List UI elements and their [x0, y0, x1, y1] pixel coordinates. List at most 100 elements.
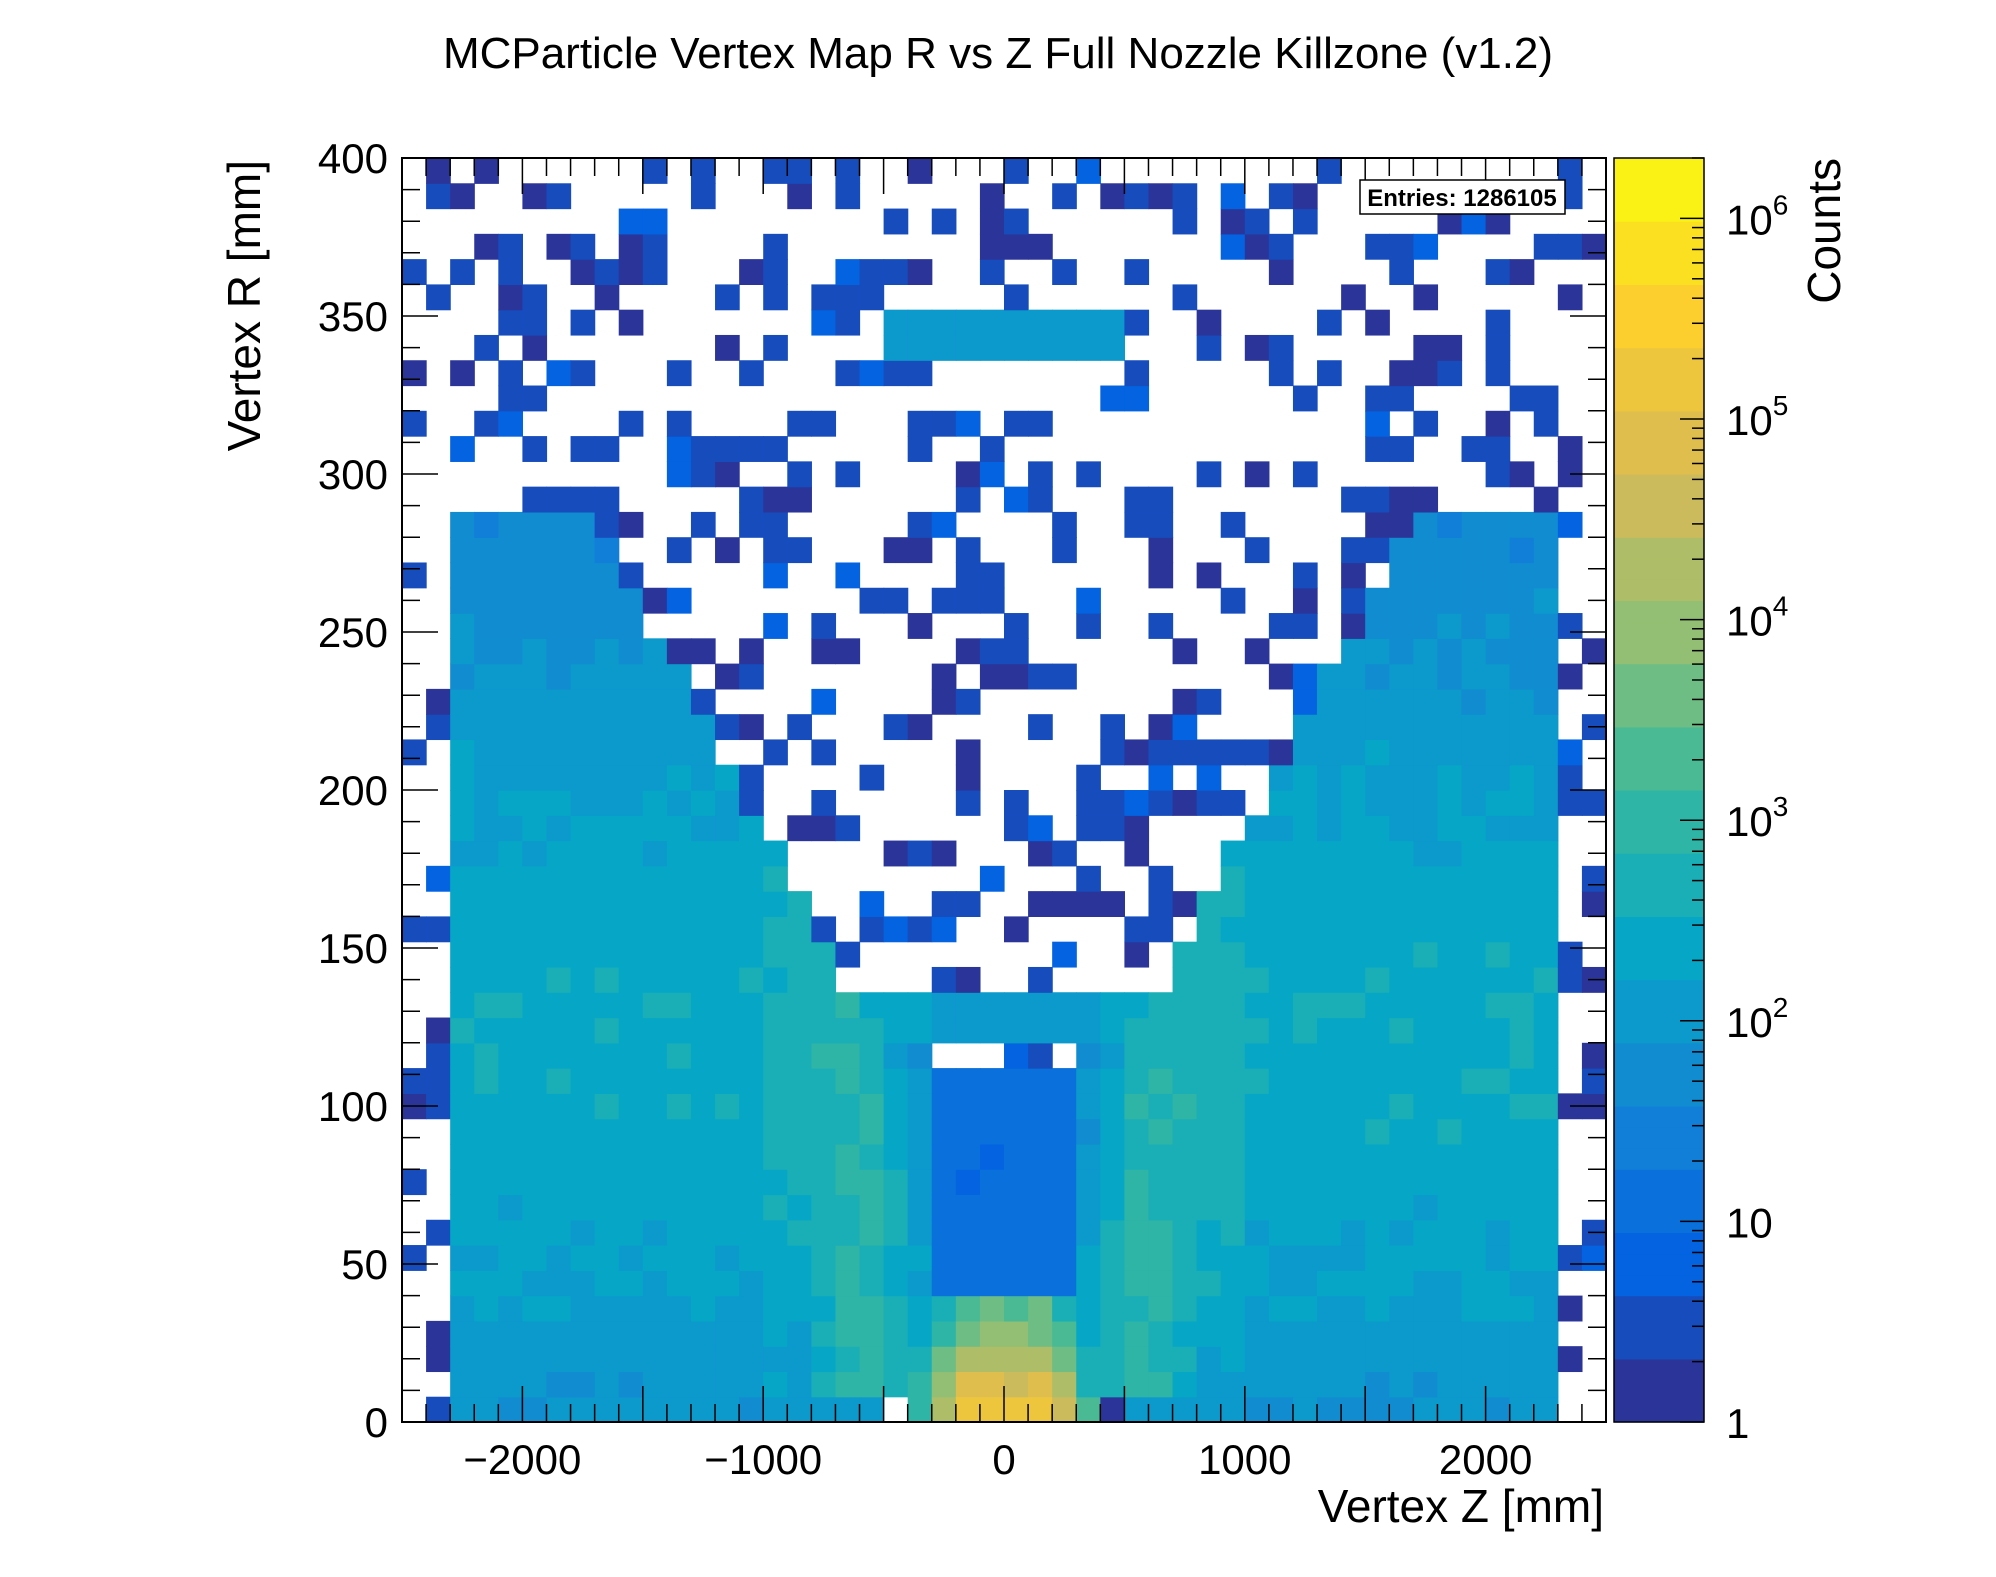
heatmap-bin — [498, 385, 523, 412]
heatmap-bin — [955, 1346, 981, 1373]
heatmap-bin — [546, 1371, 572, 1398]
heatmap-bin — [1461, 840, 1487, 867]
heatmap-bin — [1268, 1270, 1294, 1297]
heatmap-bin — [1317, 840, 1342, 867]
heatmap-bin — [1437, 941, 1463, 968]
heatmap-bin — [498, 511, 523, 538]
heatmap-bin — [1124, 1320, 1150, 1347]
heatmap-bin — [1413, 1169, 1439, 1196]
heatmap-bin — [1076, 790, 1101, 816]
heatmap-bin — [1292, 587, 1318, 614]
heatmap-bin — [763, 1042, 788, 1069]
heatmap-bin — [907, 1068, 933, 1094]
heatmap-bin — [1557, 1346, 1583, 1373]
heatmap-bin — [1148, 916, 1174, 943]
heatmap-bin — [1268, 966, 1294, 993]
heatmap-bin — [570, 638, 596, 665]
heatmap-bin — [522, 562, 548, 589]
heatmap-bin — [570, 1068, 596, 1094]
heatmap-bin — [931, 1093, 957, 1120]
heatmap-bin — [763, 1118, 788, 1145]
heatmap-bin — [1485, 1093, 1511, 1120]
heatmap-bin — [546, 840, 572, 867]
heatmap-bin — [763, 334, 788, 361]
heatmap-bin — [1244, 1396, 1270, 1423]
heatmap-bin — [1028, 461, 1053, 488]
heatmap-bin — [1148, 183, 1174, 210]
heatmap-bin — [1485, 1396, 1511, 1423]
heatmap-bin — [1509, 613, 1535, 639]
heatmap-bin — [1100, 891, 1125, 917]
heatmap-bin — [883, 1169, 909, 1196]
heatmap-bin — [1437, 537, 1463, 564]
heatmap-bin — [1124, 840, 1150, 867]
heatmap-bin — [450, 1169, 475, 1196]
heatmap-bin — [883, 1143, 909, 1170]
heatmap-bin — [955, 1270, 981, 1297]
heatmap-bin — [498, 790, 523, 816]
heatmap-bin — [955, 587, 981, 614]
heatmap-bin — [787, 1219, 812, 1246]
heatmap-bin — [642, 1169, 668, 1196]
heatmap-bin — [1220, 941, 1246, 968]
heatmap-bin — [498, 891, 523, 917]
heatmap-bin — [1292, 562, 1318, 589]
heatmap-bin — [546, 1270, 572, 1297]
heatmap-bin — [1317, 739, 1342, 766]
heatmap-bin — [546, 486, 572, 513]
heatmap-bin — [666, 1194, 692, 1221]
heatmap-bin — [1220, 1042, 1246, 1069]
heatmap-bin — [1413, 1396, 1439, 1423]
heatmap-bin — [1268, 1320, 1294, 1347]
heatmap-bin — [715, 941, 740, 968]
heatmap-bin — [594, 1093, 620, 1120]
heatmap-bin — [594, 966, 620, 993]
heatmap-bin — [715, 790, 740, 816]
heatmap-bin — [402, 1068, 427, 1094]
heatmap-bin — [450, 537, 475, 564]
heatmap-bin — [1196, 1219, 1222, 1246]
heatmap-bin — [546, 764, 572, 791]
heatmap-bin — [570, 916, 596, 943]
heatmap-bin — [642, 840, 668, 867]
heatmap-bin — [642, 764, 668, 791]
heatmap-bin — [618, 764, 644, 791]
heatmap-bin — [883, 1068, 909, 1094]
heatmap-bin — [498, 1093, 523, 1120]
heatmap-bin — [1341, 1068, 1366, 1094]
heatmap-bin — [1485, 941, 1511, 968]
heatmap-bin — [450, 436, 475, 462]
heatmap-bin — [859, 284, 885, 311]
heatmap-bin — [1100, 815, 1125, 842]
heatmap-bin — [1341, 764, 1366, 791]
heatmap-bin — [594, 688, 620, 715]
heatmap-bin — [618, 1219, 644, 1246]
heatmap-bin — [1172, 638, 1198, 665]
heatmap-bin — [474, 1320, 499, 1347]
heatmap-bin — [979, 1346, 1005, 1373]
heatmap-bin — [690, 688, 716, 715]
heatmap-bin — [1365, 1017, 1390, 1044]
heatmap-bin — [546, 1320, 572, 1347]
heatmap-bin — [1220, 208, 1246, 235]
heatmap-bin — [498, 537, 523, 564]
heatmap-bin — [1172, 1245, 1198, 1271]
heatmap-bin — [1533, 1245, 1559, 1271]
color-scale-band — [1614, 1316, 1704, 1339]
heatmap-bin — [1100, 1143, 1125, 1170]
heatmap-bin — [618, 941, 644, 968]
heatmap-bin — [474, 663, 499, 690]
heatmap-bin — [1413, 764, 1439, 791]
heatmap-bin — [498, 360, 523, 387]
heatmap-bin — [666, 916, 692, 943]
heatmap-bin — [546, 790, 572, 816]
heatmap-bin — [450, 1295, 475, 1322]
heatmap-bin — [1317, 790, 1342, 816]
heatmap-bin — [546, 1245, 572, 1271]
heatmap-bin — [715, 1042, 740, 1069]
heatmap-bin — [1196, 891, 1222, 917]
heatmap-bin — [1172, 1295, 1198, 1322]
heatmap-bin — [1533, 1068, 1559, 1094]
heatmap-bin — [1268, 865, 1294, 892]
heatmap-bin — [1389, 562, 1414, 589]
